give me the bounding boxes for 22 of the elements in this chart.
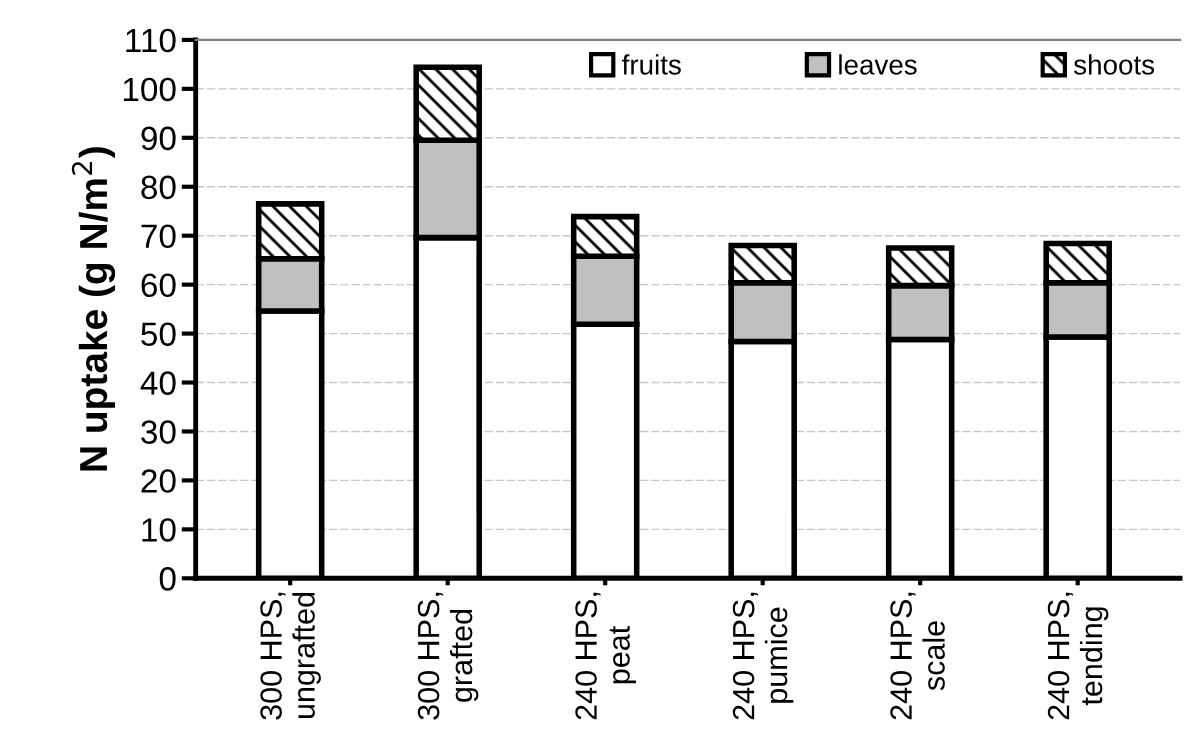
y-tick-label: 80 [141, 175, 176, 200]
y-tick-label: 110 [126, 28, 176, 53]
x-tick-label: 300 HPS, grafted [417, 592, 479, 720]
y-tick-label: 40 [140, 371, 176, 395]
y-tick-label: 10 [142, 518, 176, 542]
y-tick-label: 0 [159, 567, 176, 591]
y-tick-label: 30 [141, 420, 176, 444]
x-tick-label: 240 HPS, tending [1047, 592, 1109, 720]
y-axis-title: N uptake (g N/m$^{2}$) [71, 147, 116, 471]
x-tick-label: 240 HPS, pumice [732, 592, 794, 720]
legend-label: fruits [622, 54, 681, 75]
y-tick-label: 50 [141, 322, 176, 346]
x-tick-label: 240 HPS, scale [890, 592, 945, 720]
x-tick-label: 300 HPS, ungrafted [260, 592, 321, 720]
y-tick-label: 100 [123, 77, 176, 102]
y-tick-label: 70 [141, 224, 176, 249]
legend-label: leaves [839, 54, 917, 75]
y-tick-label: 60 [141, 273, 176, 298]
x-tick-label: 240 HPS, peat [575, 592, 636, 720]
y-tick-label: 90 [141, 126, 176, 151]
y-tick-label: 20 [141, 469, 176, 493]
legend-label: shoots [1074, 54, 1155, 75]
